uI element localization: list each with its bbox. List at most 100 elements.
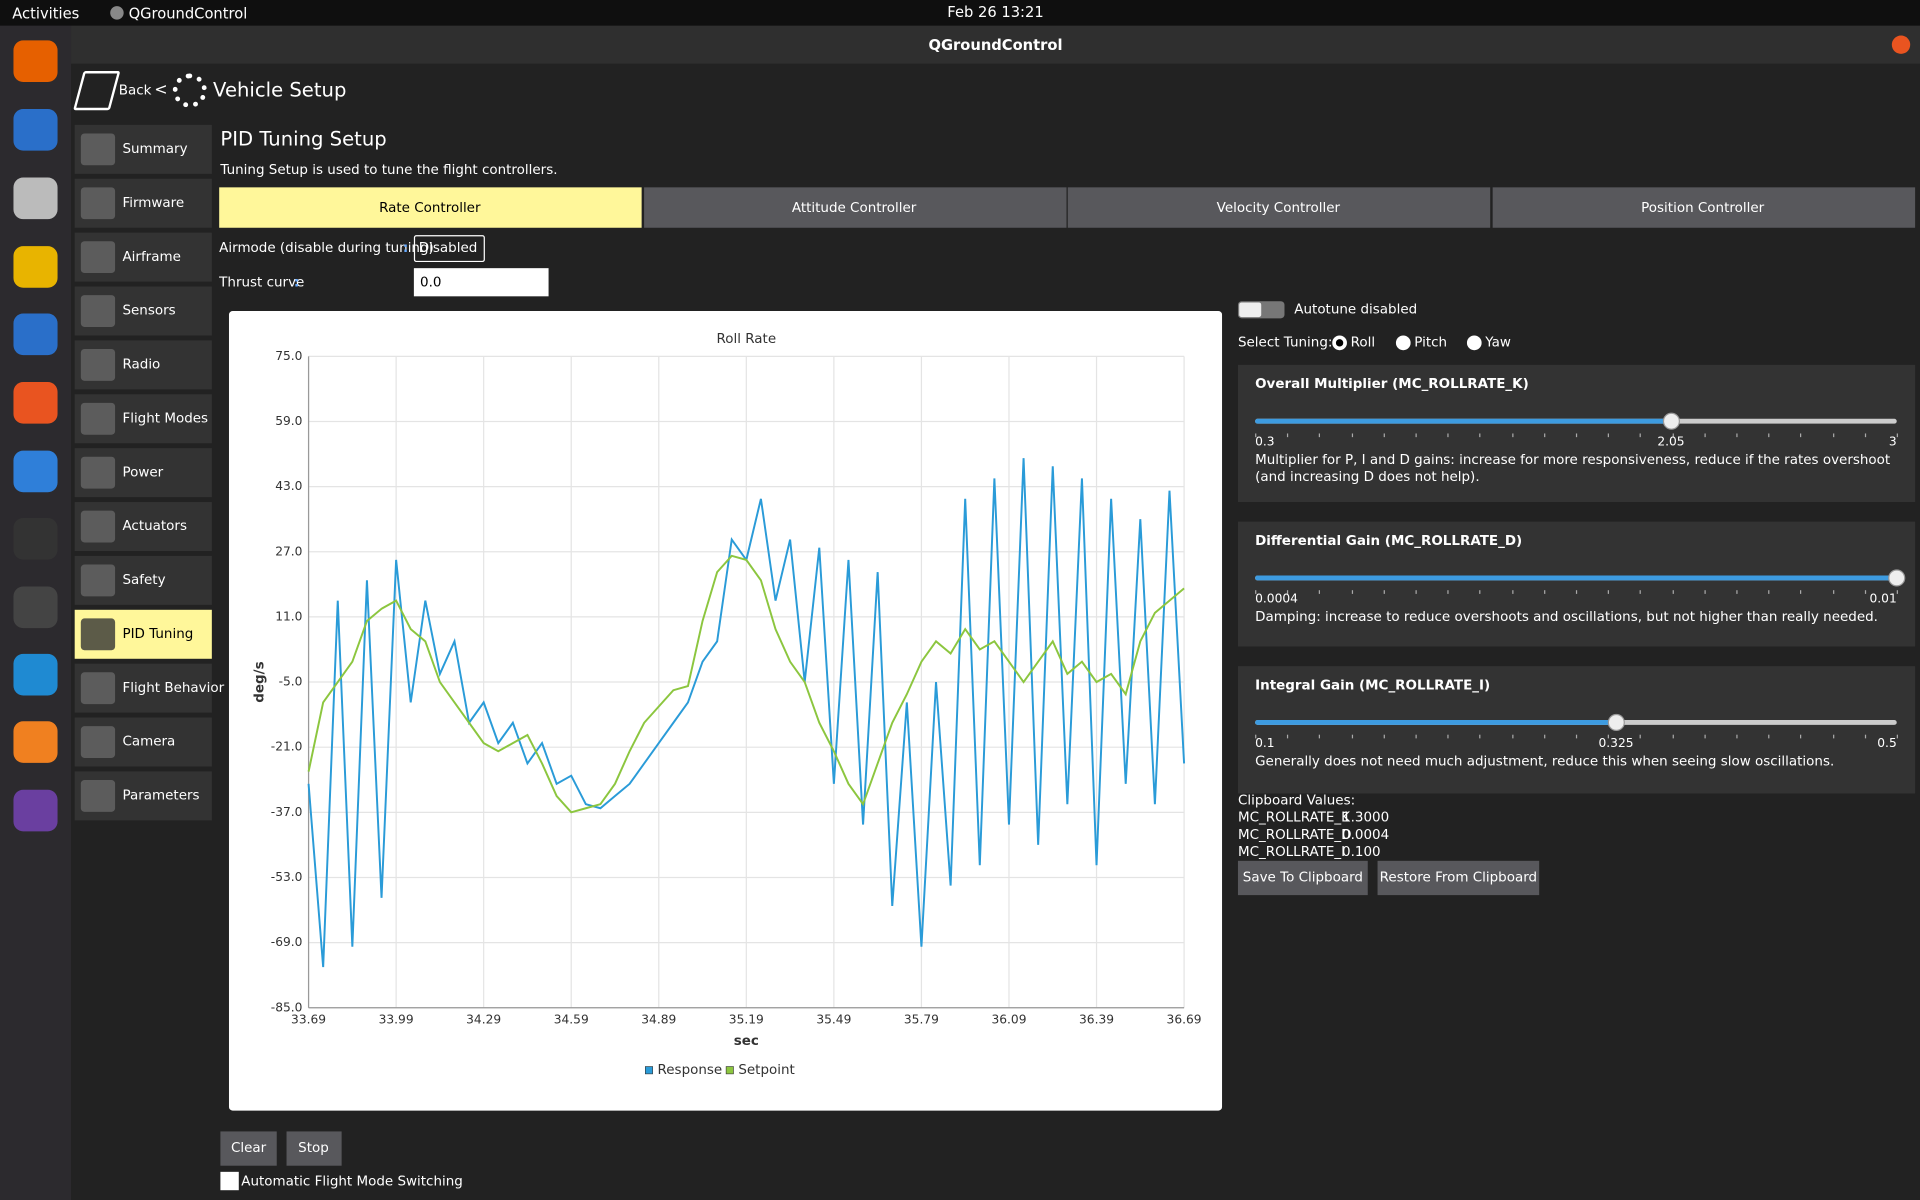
slider-tick bbox=[1864, 734, 1866, 739]
close-button[interactable] bbox=[1891, 35, 1911, 54]
dock-icon[interactable] bbox=[13, 246, 58, 288]
slider-tick bbox=[1640, 590, 1642, 594]
checkbox[interactable] bbox=[220, 1171, 239, 1191]
app-icon bbox=[110, 6, 124, 20]
clear-label[interactable]: Clear bbox=[230, 1140, 267, 1156]
y-tick-label: 75.0 bbox=[275, 349, 302, 363]
stop-label[interactable]: Stop bbox=[298, 1140, 329, 1156]
slider-tick bbox=[1415, 590, 1417, 594]
slider-tick bbox=[1832, 734, 1834, 739]
tab[interactable] bbox=[219, 187, 642, 228]
sidebar-label[interactable]: Airframe bbox=[122, 248, 181, 265]
airmode-value[interactable]: Disabled bbox=[418, 240, 478, 256]
slider-tick bbox=[1672, 590, 1674, 594]
radio-label[interactable]: Yaw bbox=[1485, 334, 1511, 351]
sidebar-label[interactable]: Radio bbox=[122, 356, 161, 373]
y-tick-label: -69.0 bbox=[271, 935, 303, 949]
stop-button[interactable] bbox=[286, 1131, 342, 1166]
tab[interactable] bbox=[1492, 187, 1915, 228]
slider-max: 0.01 bbox=[1869, 592, 1897, 607]
dock-icon[interactable] bbox=[13, 382, 58, 424]
restore-label[interactable]: Restore From Clipboard bbox=[1379, 869, 1538, 886]
clear-button[interactable] bbox=[220, 1131, 277, 1166]
back-icon[interactable] bbox=[73, 71, 121, 111]
slider-tick bbox=[1511, 433, 1513, 438]
gear-icon bbox=[172, 73, 207, 108]
radio-label[interactable]: Roll bbox=[1350, 334, 1376, 351]
x-tick-label: 35.79 bbox=[904, 1013, 939, 1027]
slider-tick bbox=[1672, 433, 1674, 438]
tab-label[interactable]: Attitude Controller bbox=[791, 199, 917, 216]
sidebar-label[interactable]: Parameters bbox=[122, 787, 200, 804]
sidebar-label[interactable]: Flight Modes bbox=[122, 410, 209, 427]
slider-value: 2.05 bbox=[1657, 435, 1685, 450]
sidebar-label[interactable]: Safety bbox=[122, 571, 166, 588]
dock-icon[interactable] bbox=[13, 721, 58, 763]
activities[interactable]: Activities bbox=[12, 4, 80, 23]
radio-label[interactable]: Pitch bbox=[1414, 334, 1448, 351]
slider-tick bbox=[1704, 433, 1706, 438]
slider-handle[interactable] bbox=[1888, 569, 1906, 587]
slider-tick bbox=[1607, 433, 1610, 438]
legend-swatch bbox=[725, 1066, 734, 1075]
dock-icon[interactable] bbox=[13, 40, 58, 83]
dock-icon[interactable] bbox=[13, 177, 58, 220]
clipboard-key: MC_ROLLRATE_K bbox=[1237, 809, 1350, 826]
slider-handle[interactable] bbox=[1607, 713, 1625, 732]
sidebar-label[interactable]: Sensors bbox=[122, 302, 176, 319]
dock-icon[interactable] bbox=[13, 586, 58, 629]
tab[interactable] bbox=[643, 187, 1066, 228]
sidebar-icon bbox=[80, 456, 116, 489]
dock-icon[interactable] bbox=[13, 450, 58, 493]
tab-label[interactable]: Rate Controller bbox=[379, 199, 481, 216]
slider-tick bbox=[1575, 433, 1578, 438]
save-label[interactable]: Save To Clipboard bbox=[1242, 869, 1363, 886]
radio[interactable] bbox=[1466, 335, 1482, 351]
y-tick-label: -37.0 bbox=[271, 805, 303, 819]
sidebar-label[interactable]: Camera bbox=[122, 733, 176, 750]
tab[interactable] bbox=[1067, 187, 1491, 228]
dock-icon[interactable] bbox=[13, 108, 58, 151]
airmode-label: Airmode (disable during tuning) bbox=[219, 240, 434, 256]
restore-button[interactable] bbox=[1377, 860, 1540, 896]
sidebar-label[interactable]: Summary bbox=[122, 140, 188, 157]
dock-icon[interactable] bbox=[13, 517, 58, 560]
slider-tick bbox=[1736, 590, 1738, 594]
sidebar-icon bbox=[80, 402, 116, 435]
clock[interactable]: Feb 26 13:21 bbox=[947, 3, 1044, 21]
window-title: QGroundControl bbox=[928, 36, 1063, 54]
sidebar-icon bbox=[80, 564, 116, 597]
airmode-dropdown[interactable] bbox=[413, 235, 485, 263]
sidebar-label[interactable]: Firmware bbox=[122, 194, 185, 211]
slider-max: 0.5 bbox=[1877, 737, 1897, 751]
x-tick-label: 35.49 bbox=[816, 1013, 851, 1027]
slider-tick bbox=[1479, 433, 1481, 438]
thrust-value[interactable]: 0.0 bbox=[420, 274, 442, 291]
dock-icon[interactable] bbox=[13, 789, 58, 832]
save-button[interactable] bbox=[1237, 860, 1368, 896]
tab-label[interactable]: Velocity Controller bbox=[1216, 199, 1341, 216]
thrust-input[interactable] bbox=[413, 268, 549, 297]
checkbox-label[interactable]: Automatic Flight Mode Switching bbox=[241, 1173, 463, 1189]
slider-panel bbox=[1237, 666, 1916, 794]
clipboard-key: MC_ROLLRATE_D bbox=[1237, 826, 1352, 843]
back-label[interactable]: Back bbox=[118, 82, 152, 98]
tab-label[interactable]: Position Controller bbox=[1641, 199, 1765, 216]
slider-handle[interactable] bbox=[1662, 412, 1680, 430]
sidebar-label[interactable]: Power bbox=[122, 464, 164, 480]
autotune-toggle[interactable] bbox=[1237, 301, 1285, 319]
sidebar-label[interactable]: Actuators bbox=[122, 517, 187, 534]
radio[interactable] bbox=[1395, 335, 1411, 351]
dock-icon[interactable] bbox=[13, 313, 58, 356]
y-tick-label: 59.0 bbox=[275, 414, 302, 428]
app-menu[interactable]: QGroundControl bbox=[128, 4, 248, 23]
sidebar-label[interactable]: PID Tuning bbox=[122, 625, 194, 642]
sidebar-label[interactable]: Flight Behavior bbox=[122, 679, 225, 696]
autotune-label: Autotune disabled bbox=[1294, 301, 1418, 318]
dock-icon[interactable] bbox=[13, 653, 58, 696]
x-tick-label: 34.59 bbox=[554, 1013, 589, 1027]
slider-description: Multiplier for P, I and D gains: increas… bbox=[1255, 451, 1891, 485]
slider-tick bbox=[1575, 590, 1578, 594]
